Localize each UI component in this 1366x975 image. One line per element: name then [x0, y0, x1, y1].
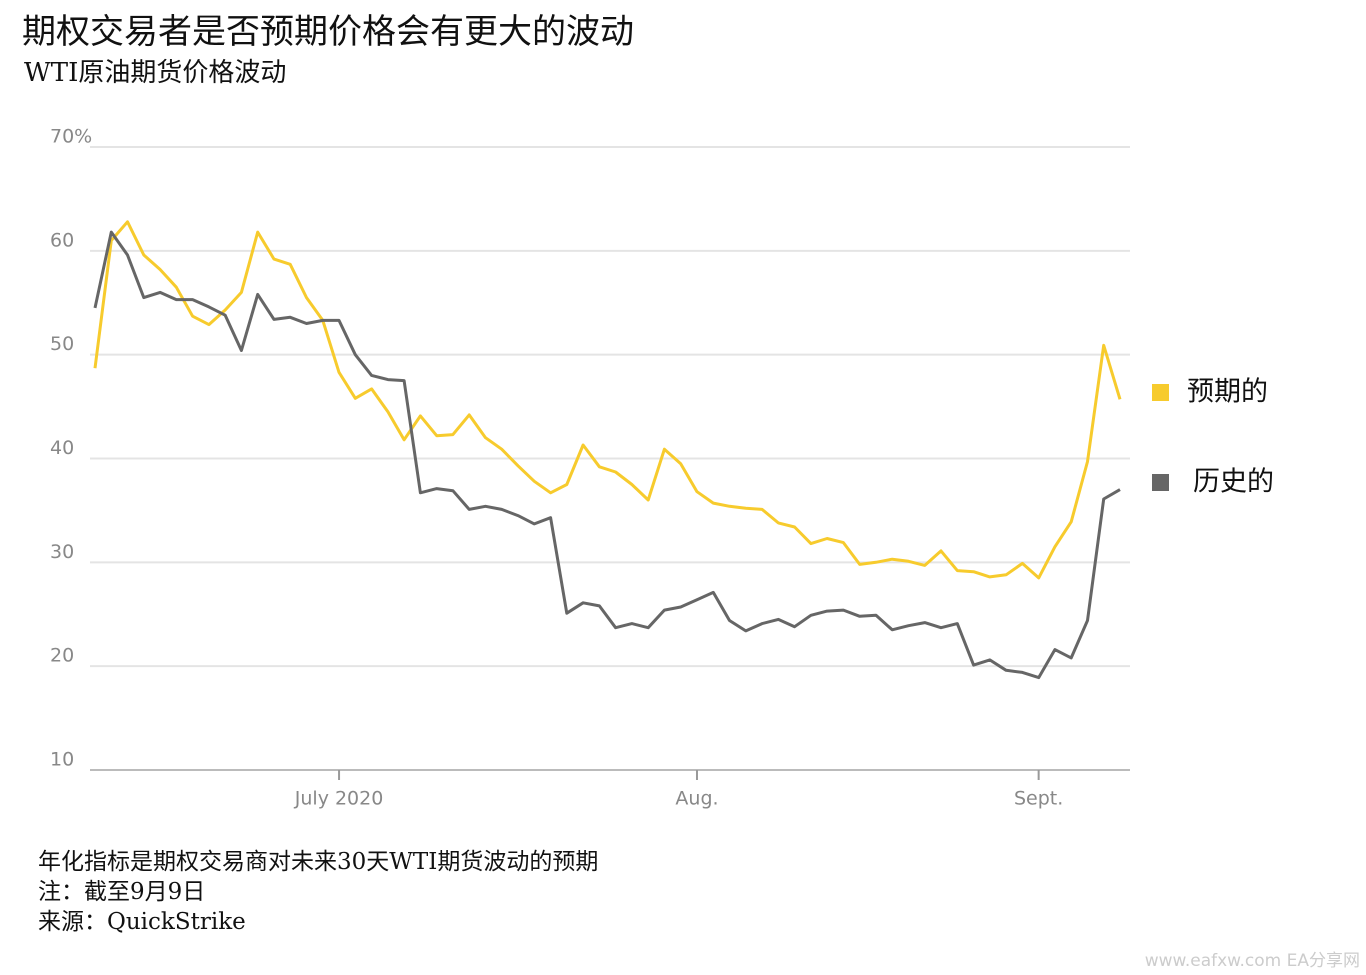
x-tick-label: July 2020	[294, 788, 384, 810]
legend-swatch	[1152, 474, 1169, 491]
x-tick-label: Aug.	[675, 788, 718, 810]
note: 来源：QuickStrike	[38, 909, 246, 935]
y-tick-label: 20	[50, 645, 74, 667]
chart-subtitle: WTI原油期货价格波动	[24, 58, 286, 88]
chart-title: 期权交易者是否预期价格会有更大的波动	[22, 12, 634, 52]
y-tick-label: 60	[50, 229, 74, 251]
y-tick-label: 70%	[50, 126, 92, 148]
y-tick-label: 50	[50, 333, 74, 355]
line	[93, 220, 1122, 580]
x-tick-label: Sept.	[1014, 788, 1063, 810]
note: 注：截至9月9日	[38, 879, 205, 905]
line	[93, 230, 1121, 680]
note: 年化指标是期权交易商对未来30天WTI期货波动的预期	[38, 849, 598, 875]
y-tick-label: 10	[50, 749, 74, 771]
watermark: www.eafxw.com EA分享网	[1145, 951, 1360, 971]
legend-label: 预期的	[1187, 377, 1268, 408]
y-tick-label: 30	[50, 541, 74, 563]
y-tick-label: 40	[50, 437, 74, 459]
legend-swatch	[1152, 384, 1169, 401]
legend-label: 历史的	[1193, 467, 1274, 498]
